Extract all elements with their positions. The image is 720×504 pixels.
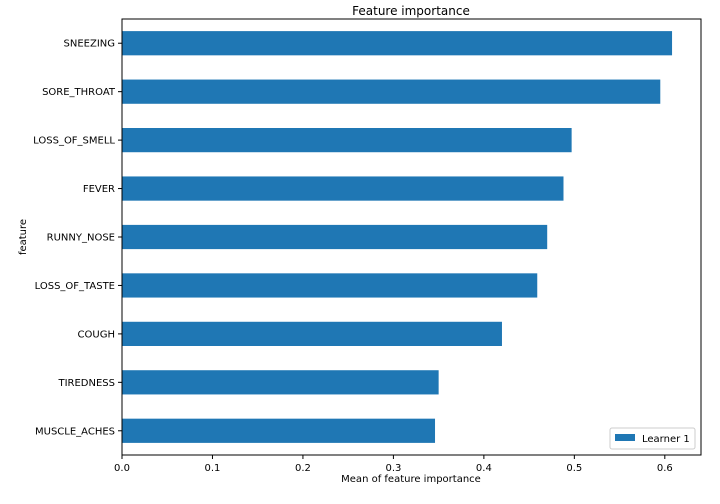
bar-sneezing — [122, 31, 673, 56]
y-tick-label: SORE_THROAT — [42, 87, 116, 98]
x-tick-label: 0.6 — [657, 463, 673, 474]
x-tick-label: 0.3 — [385, 463, 401, 474]
bar-tiredness — [122, 370, 439, 395]
plot-frame — [121, 18, 702, 456]
x-tick-label: 0.0 — [114, 463, 130, 474]
bar-loss-of-taste — [122, 273, 538, 298]
y-tick-label: MUSCLE_ACHES — [35, 426, 115, 437]
y-tick-label: COUGH — [78, 329, 115, 340]
x-tick-label: 0.5 — [566, 463, 582, 474]
bar-loss-of-smell — [122, 128, 572, 153]
y-axis-label: feature — [18, 219, 29, 255]
x-axis-label: Mean of feature importance — [341, 474, 481, 485]
chart-title: Feature importance — [352, 4, 470, 18]
x-tick-label: 0.4 — [476, 463, 492, 474]
y-tick-label: FEVER — [83, 184, 115, 195]
y-tick-label: SNEEZING — [64, 39, 116, 50]
y-tick-label: RUNNY_NOSE — [47, 233, 115, 244]
y-tick-label: TIREDNESS — [57, 378, 115, 389]
bar-muscle-aches — [122, 418, 436, 443]
bars-group — [122, 31, 673, 443]
legend-label: Learner 1 — [642, 434, 690, 445]
bar-fever — [122, 176, 564, 201]
legend-box — [609, 427, 696, 450]
bar-sore-throat — [122, 79, 661, 104]
x-tick-label: 0.1 — [205, 463, 221, 474]
bar-runny-nose — [122, 224, 548, 250]
bar-cough — [122, 321, 502, 346]
legend: Learner 1 — [609, 427, 696, 450]
legend-swatch — [615, 434, 635, 441]
x-tick-label: 0.2 — [295, 463, 311, 474]
y-tick-label: LOSS_OF_SMELL — [33, 136, 115, 147]
x-axis-ticks: 0.0 0.1 0.2 0.3 0.4 0.5 0.6 — [114, 455, 673, 474]
y-tick-label: LOSS_OF_TASTE — [35, 281, 115, 292]
y-axis-ticks: SNEEZING SORE_THROAT LOSS_OF_SMELL FEVER RUN… — [33, 39, 122, 437]
